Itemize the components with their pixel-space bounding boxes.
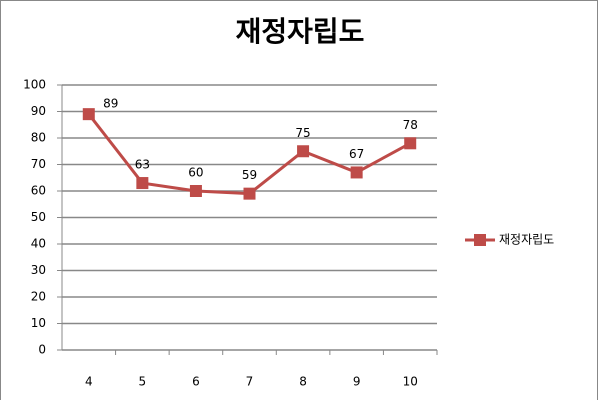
x-tick-label: 8 (299, 375, 307, 389)
data-label: 75 (295, 126, 310, 140)
data-label: 67 (349, 147, 364, 161)
y-tick-label: 70 (31, 157, 46, 171)
data-label: 63 (135, 158, 150, 172)
x-tick-label: 4 (85, 375, 93, 389)
data-label: 60 (188, 166, 203, 180)
chart-title: 재정자립도 (236, 15, 365, 48)
x-tick-label: 6 (192, 375, 200, 389)
x-tick-label: 10 (403, 375, 418, 389)
x-tick-label: 9 (353, 375, 361, 389)
y-tick-label: 40 (31, 237, 46, 251)
y-tick-label: 20 (31, 290, 46, 304)
legend-marker (474, 234, 486, 246)
y-tick-label: 10 (31, 316, 46, 330)
marker (243, 187, 256, 200)
y-tick-label: 60 (31, 184, 46, 198)
marker (297, 145, 310, 158)
x-tick-label: 5 (139, 375, 147, 389)
y-tick-label: 50 (31, 210, 46, 224)
marker (82, 108, 95, 121)
data-label: 78 (403, 118, 418, 132)
legend-label: 재정자립도 (499, 233, 554, 247)
marker (350, 166, 363, 179)
y-tick-label: 80 (31, 131, 46, 145)
x-tick-label: 7 (246, 375, 254, 389)
y-tick-label: 100 (23, 78, 46, 92)
data-label: 59 (242, 168, 257, 182)
y-tick-label: 30 (31, 263, 46, 277)
y-tick-label: 90 (31, 104, 46, 118)
marker (136, 177, 149, 190)
marker (404, 137, 417, 150)
y-tick-label: 0 (38, 343, 46, 357)
data-label: 89 (103, 97, 118, 111)
marker (189, 185, 202, 197)
